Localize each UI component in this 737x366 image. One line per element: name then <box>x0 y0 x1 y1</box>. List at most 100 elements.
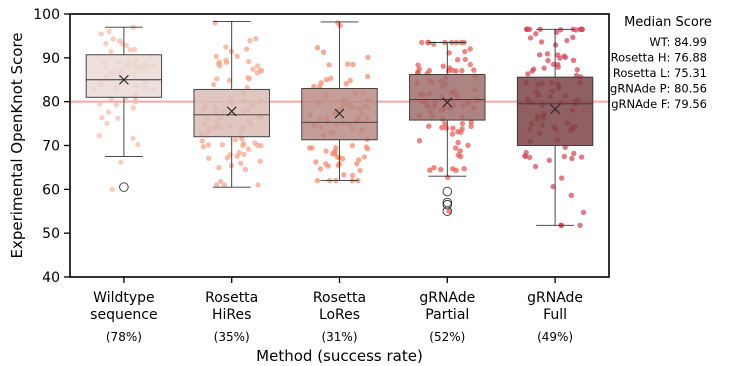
jitter-point <box>213 53 219 60</box>
x-tick-label: gRNAde <box>419 290 475 306</box>
jitter-point <box>462 56 468 63</box>
jitter-point <box>455 139 461 146</box>
jitter-point <box>546 157 552 163</box>
jitter-point <box>226 77 233 84</box>
jitter-point <box>117 38 123 44</box>
x-tick-label: Partial <box>425 307 469 323</box>
jitter-point <box>115 115 121 122</box>
jitter-point <box>530 66 537 72</box>
legend-entry: Rosetta H: 76.88 <box>611 51 707 65</box>
jitter-point <box>354 161 360 167</box>
jitter-point <box>247 37 253 44</box>
y-tick-label: 80 <box>42 95 60 111</box>
jitter-point <box>426 68 433 74</box>
mean-marker <box>226 106 237 117</box>
jitter-point <box>219 142 226 148</box>
jitter-point <box>223 59 230 65</box>
jitter-point <box>569 155 575 162</box>
y-tick-label: 100 <box>33 7 60 23</box>
success-rate-label: (35%) <box>214 330 250 344</box>
jitter-point <box>578 154 585 160</box>
jitter-point <box>525 71 531 77</box>
jitter-point <box>236 149 242 156</box>
jitter-point <box>110 36 116 42</box>
jitter-point <box>243 46 250 52</box>
jitter-point <box>345 61 351 67</box>
jitter-point <box>113 102 120 108</box>
jitter-point <box>419 39 425 46</box>
jitter-point <box>459 120 466 127</box>
jitter-point <box>445 174 451 181</box>
jitter-point <box>323 161 329 167</box>
success-rate-label: (31%) <box>321 330 357 344</box>
jitter-point <box>350 172 356 179</box>
jitter-point <box>577 222 583 228</box>
jitter-point <box>573 72 580 79</box>
jitter-point <box>467 46 473 52</box>
jitter-point <box>258 67 265 74</box>
jitter-point <box>258 143 264 149</box>
jitter-point <box>350 61 356 68</box>
outlier <box>442 199 453 210</box>
jitter-point <box>123 97 129 104</box>
jitter-point <box>545 57 551 64</box>
x-tick-label: sequence <box>90 307 157 323</box>
jitter-point <box>452 145 459 151</box>
jitter-point <box>246 58 252 65</box>
success-rate-label: (52%) <box>429 330 465 344</box>
jitter-point <box>465 142 471 149</box>
x-tick-label: Full <box>543 307 567 323</box>
jitter-point <box>559 175 565 181</box>
jitter-point <box>241 151 247 158</box>
legend-entry: WT: 84.99 <box>649 35 707 49</box>
jitter-point <box>250 66 256 72</box>
jitter-point <box>216 165 222 171</box>
y-tick-label: 90 <box>42 51 60 67</box>
x-tick-label: Rosetta <box>205 290 258 306</box>
box <box>516 76 594 146</box>
jitter-point <box>557 55 563 61</box>
jitter-point <box>561 153 567 160</box>
jitter-point <box>544 51 551 57</box>
jitter-point <box>105 109 112 115</box>
jitter-point <box>438 166 444 173</box>
jitter-point <box>462 48 468 55</box>
jitter-point <box>253 35 259 42</box>
jitter-point <box>552 42 559 48</box>
jitter-point <box>538 39 545 45</box>
jitter-point <box>570 57 577 63</box>
jitter-point <box>363 144 369 150</box>
jitter-point <box>468 119 474 126</box>
jitter-point <box>522 153 528 159</box>
jitter-point <box>580 209 587 216</box>
jitter-point <box>306 145 313 151</box>
jitter-point <box>311 83 317 90</box>
jitter-point <box>214 76 220 82</box>
legend-title: Median Score <box>624 15 712 30</box>
y-axis-label: Experimental OpenKnot Score <box>8 32 26 258</box>
jitter-point <box>459 67 465 74</box>
jitter-point <box>553 29 560 35</box>
jitter-point <box>232 137 238 143</box>
jitter-point <box>561 53 567 59</box>
jitter-point <box>212 20 218 26</box>
jitter-point <box>416 138 423 144</box>
jitter-point <box>570 34 576 41</box>
jitter-point <box>443 125 450 131</box>
jitter-point <box>458 153 464 160</box>
jitter-point <box>237 160 244 166</box>
jitter-point <box>213 182 220 188</box>
box <box>409 74 486 121</box>
jitter-point <box>532 163 539 170</box>
jitter-point <box>217 178 224 185</box>
jitter-point <box>526 154 533 161</box>
jitter-point <box>442 121 448 127</box>
jitter-point <box>132 46 138 53</box>
jitter-point <box>234 53 240 59</box>
jitter-point <box>461 166 467 172</box>
jitter-point <box>550 183 556 190</box>
jitter-point <box>431 165 437 171</box>
jitter-point <box>313 159 319 165</box>
jitter-point <box>130 105 136 111</box>
